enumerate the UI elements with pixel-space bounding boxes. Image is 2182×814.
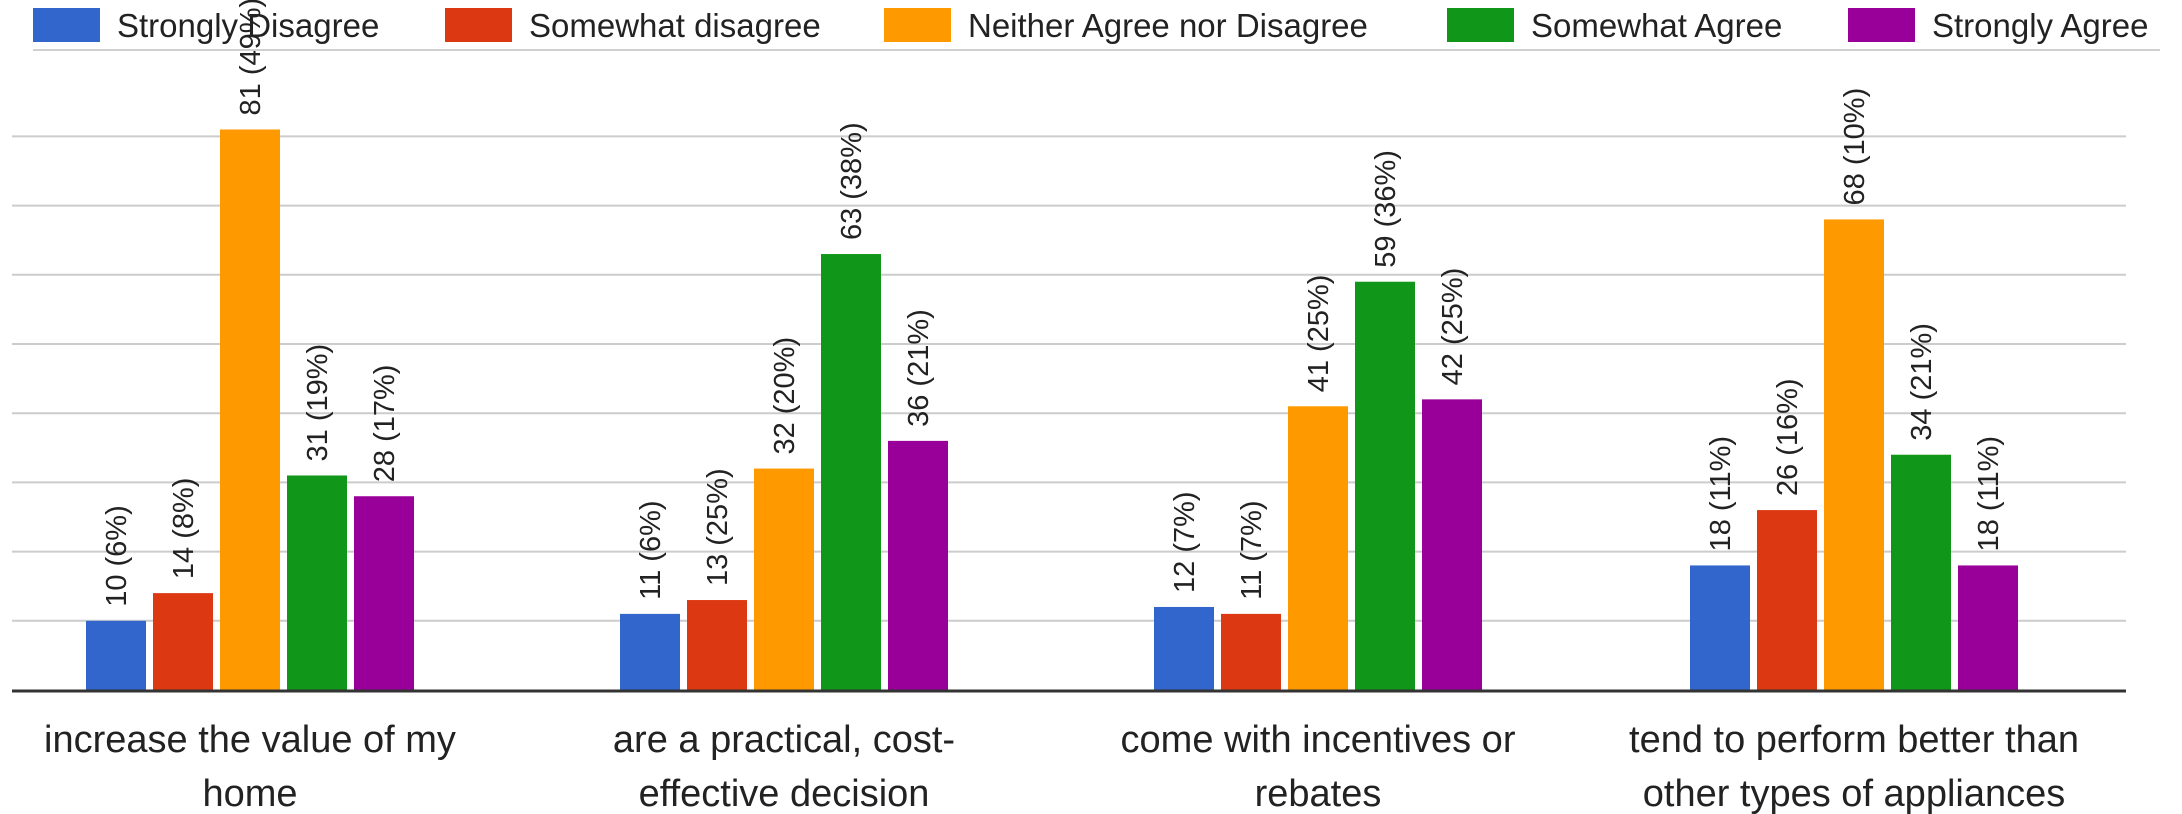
data-label: 11 (6%) [635, 500, 667, 599]
data-label: 18 (11%) [1973, 436, 2005, 552]
bar-neither-agree-nor-disagree[interactable] [220, 129, 280, 691]
data-label: 59 (36%) [1370, 150, 1402, 268]
bar-strongly-agree[interactable] [888, 440, 948, 690]
data-label: 14 (8%) [168, 478, 200, 580]
data-label: 63 (38%) [836, 122, 868, 240]
data-label: 12 (7%) [1169, 491, 1201, 593]
bar-somewhat-disagree[interactable] [1757, 510, 1817, 690]
data-label: 26 (16%) [1772, 378, 1804, 496]
bar-strongly-disagree[interactable] [86, 620, 146, 690]
bar-neither-agree-nor-disagree[interactable] [1288, 406, 1348, 690]
data-label: 68 (10%) [1839, 88, 1871, 206]
bar-somewhat-disagree[interactable] [1221, 613, 1281, 690]
data-label: 36 (21%) [903, 309, 935, 427]
category-label: home [202, 773, 297, 814]
category-label: are a practical, cost- [613, 719, 955, 761]
bar-somewhat-agree[interactable] [1891, 454, 1951, 690]
legend-label: Somewhat disagree [529, 7, 821, 44]
category-label: increase the value of my [44, 719, 456, 761]
legend-swatch [33, 8, 100, 42]
category-label: tend to perform better than [1629, 719, 2079, 761]
legend-label: Somewhat Agree [1531, 7, 1782, 44]
bars [86, 129, 2018, 691]
data-label: 41 (25%) [1303, 275, 1335, 393]
category-label: rebates [1255, 773, 1382, 814]
bar-strongly-agree[interactable] [1422, 399, 1482, 690]
bar-somewhat-disagree[interactable] [153, 593, 213, 690]
legend-label: Strongly Disagree [117, 7, 379, 44]
data-label: 42 (25%) [1437, 268, 1469, 386]
legend[interactable]: Strongly Disagree Somewhat disagree Neithe… [33, 7, 2160, 51]
bar-strongly-disagree[interactable] [1154, 606, 1214, 690]
data-label: 32 (20%) [769, 337, 801, 455]
bar-strongly-agree[interactable] [354, 496, 414, 690]
category-label: effective decision [639, 773, 930, 814]
data-label: 34 (21%) [1906, 323, 1938, 441]
legend-swatch [1848, 8, 1915, 42]
category-label: come with incentives or [1121, 719, 1516, 761]
legend-swatch [1447, 8, 1514, 42]
category-label: other types of appliances [1643, 773, 2066, 814]
legend-item-strongly-agree[interactable]: Strongly Agree [1848, 7, 2148, 44]
data-label: 28 (17%) [369, 365, 401, 483]
bar-somewhat-agree[interactable] [821, 254, 881, 691]
bar-strongly-agree[interactable] [1958, 565, 2018, 690]
bar-neither-agree-nor-disagree[interactable] [1824, 219, 1884, 690]
legend-swatch [445, 8, 512, 42]
data-label: 10 (6%) [101, 505, 133, 607]
data-label: 18 (11%) [1705, 436, 1737, 552]
legend-item-somewhat-disagree[interactable]: Somewhat disagree [445, 7, 821, 44]
bar-somewhat-agree[interactable] [287, 475, 347, 690]
legend-swatch [884, 8, 951, 42]
bar-strongly-disagree[interactable] [1690, 565, 1750, 690]
bar-strongly-disagree[interactable] [620, 613, 680, 690]
bar-somewhat-agree[interactable] [1355, 281, 1415, 690]
bar-somewhat-disagree[interactable] [687, 600, 747, 690]
data-label: 81 (49%) [235, 0, 267, 115]
data-label: 11 (7%) [1236, 500, 1268, 599]
category-labels: increase the value of my home are a practi… [44, 719, 2079, 814]
legend-item-strongly-disagree[interactable]: Strongly Disagree [33, 7, 379, 44]
legend-label: Neither Agree nor Disagree [968, 7, 1368, 44]
data-labels: 10 (6%) 11 (6%) 12 (7%) 18 (11%) 14 (8%) 13 (… [101, 0, 2005, 607]
legend-item-somewhat-agree[interactable]: Somewhat Agree [1447, 7, 1782, 44]
data-label: 31 (19%) [302, 344, 334, 462]
data-label: 13 (25%) [702, 468, 734, 586]
legend-item-neither-agree-nor-disagree[interactable]: Neither Agree nor Disagree [884, 7, 1368, 44]
legend-label: Strongly Agree [1932, 7, 2148, 44]
bar-neither-agree-nor-disagree[interactable] [754, 468, 814, 690]
